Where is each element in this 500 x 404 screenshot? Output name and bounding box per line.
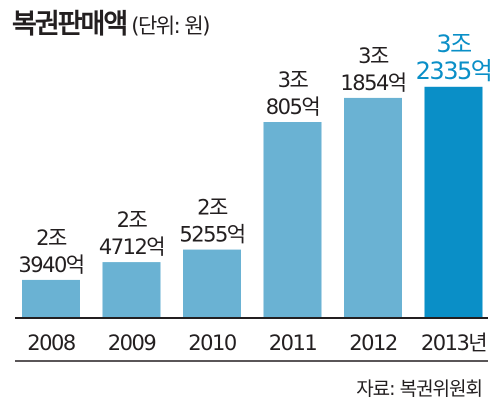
bar-2013년 xyxy=(424,86,483,318)
data-label-2008-2: 3940억 xyxy=(18,253,83,277)
data-label-2010-1: 2조 xyxy=(197,196,228,220)
title-row: 복권판매액 (단위: 원) xyxy=(12,2,210,41)
bar-2009 xyxy=(102,262,161,318)
x-tick-label-2011: 2011 xyxy=(269,331,317,355)
source-note: 자료: 복권위원회 xyxy=(356,378,483,400)
data-label-2013년-2: 2335억 xyxy=(416,57,492,85)
data-label-2011-1: 3조 xyxy=(278,68,309,92)
chart-title: 복권판매액 xyxy=(12,9,128,40)
data-label-2009-2: 4712억 xyxy=(99,235,164,259)
x-tick-label-2012: 2012 xyxy=(349,331,397,355)
bar-2010 xyxy=(183,249,241,318)
x-tick-label-2010: 2010 xyxy=(188,331,236,355)
bar-2011 xyxy=(263,122,322,318)
data-label-2011-2: 805억 xyxy=(266,95,319,119)
x-tick-label-2008: 2008 xyxy=(27,331,75,355)
chart-unit: (단위: 원) xyxy=(131,14,210,38)
bar-2012 xyxy=(344,97,402,319)
data-label-2013년-1: 3조 xyxy=(436,30,471,58)
data-label-2012-2: 1854억 xyxy=(340,71,405,95)
x-tick-label-2013년: 2013년 xyxy=(421,331,486,355)
data-label-2009-1: 2조 xyxy=(117,208,148,232)
data-label-2008-1: 2조 xyxy=(36,226,67,250)
bar-2008 xyxy=(22,279,80,318)
x-tick-label-2009: 2009 xyxy=(108,331,156,355)
data-label-2012-1: 3조 xyxy=(358,44,389,68)
data-label-2010-2: 5255억 xyxy=(179,223,244,247)
